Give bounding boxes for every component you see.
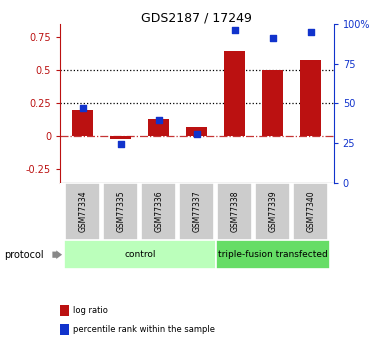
Bar xyxy=(187,127,207,136)
Point xyxy=(308,29,314,35)
Text: GSM77338: GSM77338 xyxy=(230,191,239,232)
Point xyxy=(118,141,124,147)
Text: control: control xyxy=(124,250,156,259)
Point xyxy=(232,28,238,33)
Bar xyxy=(149,119,170,136)
Text: GSM77340: GSM77340 xyxy=(307,191,315,232)
Point xyxy=(270,36,276,41)
Bar xyxy=(66,183,100,240)
Bar xyxy=(255,183,290,240)
Text: percentile rank within the sample: percentile rank within the sample xyxy=(73,325,215,334)
Text: GSM77334: GSM77334 xyxy=(78,191,87,232)
Bar xyxy=(293,183,328,240)
Bar xyxy=(142,183,177,240)
Bar xyxy=(224,51,245,136)
Bar xyxy=(64,240,216,269)
Bar xyxy=(73,110,94,136)
Bar xyxy=(262,70,283,136)
Text: protocol: protocol xyxy=(4,250,43,260)
Bar xyxy=(300,60,321,136)
Point xyxy=(194,131,200,137)
Text: triple-fusion transfected: triple-fusion transfected xyxy=(218,250,328,259)
Title: GDS2187 / 17249: GDS2187 / 17249 xyxy=(142,11,252,24)
Text: log ratio: log ratio xyxy=(73,306,107,315)
Text: GSM77335: GSM77335 xyxy=(116,191,125,232)
Bar xyxy=(216,240,330,269)
Text: GSM77337: GSM77337 xyxy=(192,191,201,232)
Bar xyxy=(111,136,132,139)
Bar xyxy=(179,183,215,240)
Text: GSM77336: GSM77336 xyxy=(154,191,163,232)
Point xyxy=(80,105,86,111)
Bar xyxy=(217,183,252,240)
Text: GSM77339: GSM77339 xyxy=(268,191,277,232)
Bar xyxy=(104,183,139,240)
Point xyxy=(156,117,162,123)
